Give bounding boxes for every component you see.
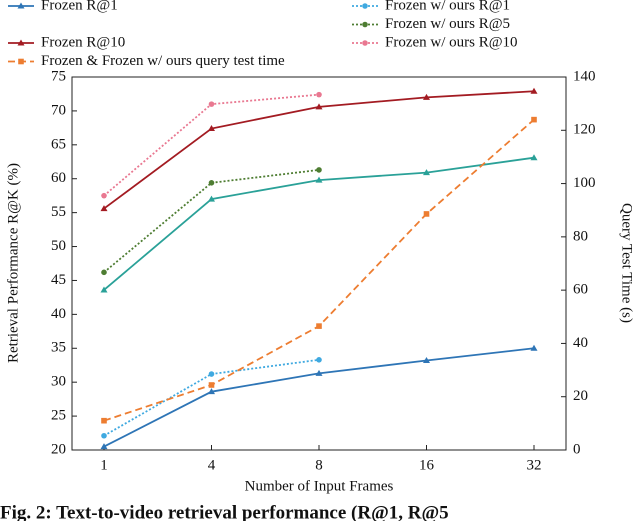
point xyxy=(362,21,368,28)
legend-label: Frozen w/ ours R@5 xyxy=(385,16,510,32)
y-tick-label: 40 xyxy=(51,306,66,322)
y-tick-label: 35 xyxy=(51,340,66,356)
point xyxy=(101,192,107,199)
legend-label: Frozen w/ ours R@10 xyxy=(385,34,518,50)
legend-label: Frozen & Frozen w/ ours query test time xyxy=(41,53,285,69)
point xyxy=(316,167,322,173)
point xyxy=(315,369,323,376)
point xyxy=(423,93,430,100)
y2-tick-label: 120 xyxy=(573,122,596,138)
y-tick-label: 20 xyxy=(51,441,66,457)
point xyxy=(208,382,215,388)
point xyxy=(316,357,322,363)
x-tick-label: 16 xyxy=(419,457,435,473)
point xyxy=(208,101,215,107)
y-tick-label: 30 xyxy=(51,374,66,390)
y2-tick-label: 0 xyxy=(573,441,581,457)
point xyxy=(100,286,108,293)
point xyxy=(100,205,108,212)
point xyxy=(208,195,215,202)
point xyxy=(362,40,368,46)
x-tick-label: 1 xyxy=(100,457,108,473)
series-line xyxy=(103,358,320,437)
y-tick-label: 55 xyxy=(51,204,66,220)
legend-label: Frozen w/ ours R@1 xyxy=(385,0,510,13)
point xyxy=(101,269,107,276)
x-tick-label: 4 xyxy=(208,457,216,473)
point xyxy=(316,91,322,98)
point xyxy=(18,58,24,65)
point xyxy=(530,87,538,94)
point xyxy=(362,3,368,9)
x-axis-label: Number of Input Frames xyxy=(245,478,394,494)
point xyxy=(531,116,537,123)
point xyxy=(101,417,107,424)
point xyxy=(208,125,215,132)
y-tick-label: 70 xyxy=(51,102,66,118)
point xyxy=(316,323,322,329)
point xyxy=(423,211,430,217)
y-tick-label: 50 xyxy=(51,238,66,254)
y2-tick-label: 80 xyxy=(573,228,588,244)
y2-tick-label: 100 xyxy=(573,175,596,191)
point xyxy=(208,388,215,395)
point xyxy=(17,39,25,46)
y-tick-label: 65 xyxy=(51,136,66,152)
point xyxy=(423,356,430,363)
point xyxy=(423,169,430,176)
legend-label: Frozen R@1 xyxy=(41,0,118,13)
y2-tick-label: 140 xyxy=(573,68,596,84)
point xyxy=(208,371,215,377)
y-tick-label: 75 xyxy=(51,68,66,84)
y2-tick-label: 40 xyxy=(573,335,588,351)
point xyxy=(315,103,323,110)
series-line xyxy=(103,347,535,448)
plot-frame xyxy=(71,76,567,451)
point xyxy=(17,2,25,9)
point xyxy=(101,432,107,439)
y-tick-label: 45 xyxy=(51,272,66,288)
y2-tick-label: 60 xyxy=(573,282,588,298)
point xyxy=(100,443,108,450)
legend-label: Frozen R@10 xyxy=(41,34,125,50)
point xyxy=(315,176,323,183)
y-tick-label: 60 xyxy=(51,170,66,186)
point xyxy=(530,344,538,351)
point xyxy=(530,154,538,161)
y-axis-label: Retrieval Performance R@K (%) xyxy=(5,163,21,363)
series-line xyxy=(103,169,320,274)
point xyxy=(208,179,215,186)
y2-axis-label: Query Test Time (s) xyxy=(619,203,635,323)
x-tick-label: 32 xyxy=(527,457,542,473)
y-tick-label: 25 xyxy=(51,408,66,424)
x-tick-label: 8 xyxy=(315,457,323,473)
y2-tick-label: 20 xyxy=(573,388,588,404)
caption: Fig. 2: Text-to-video retrieval performa… xyxy=(0,502,449,521)
